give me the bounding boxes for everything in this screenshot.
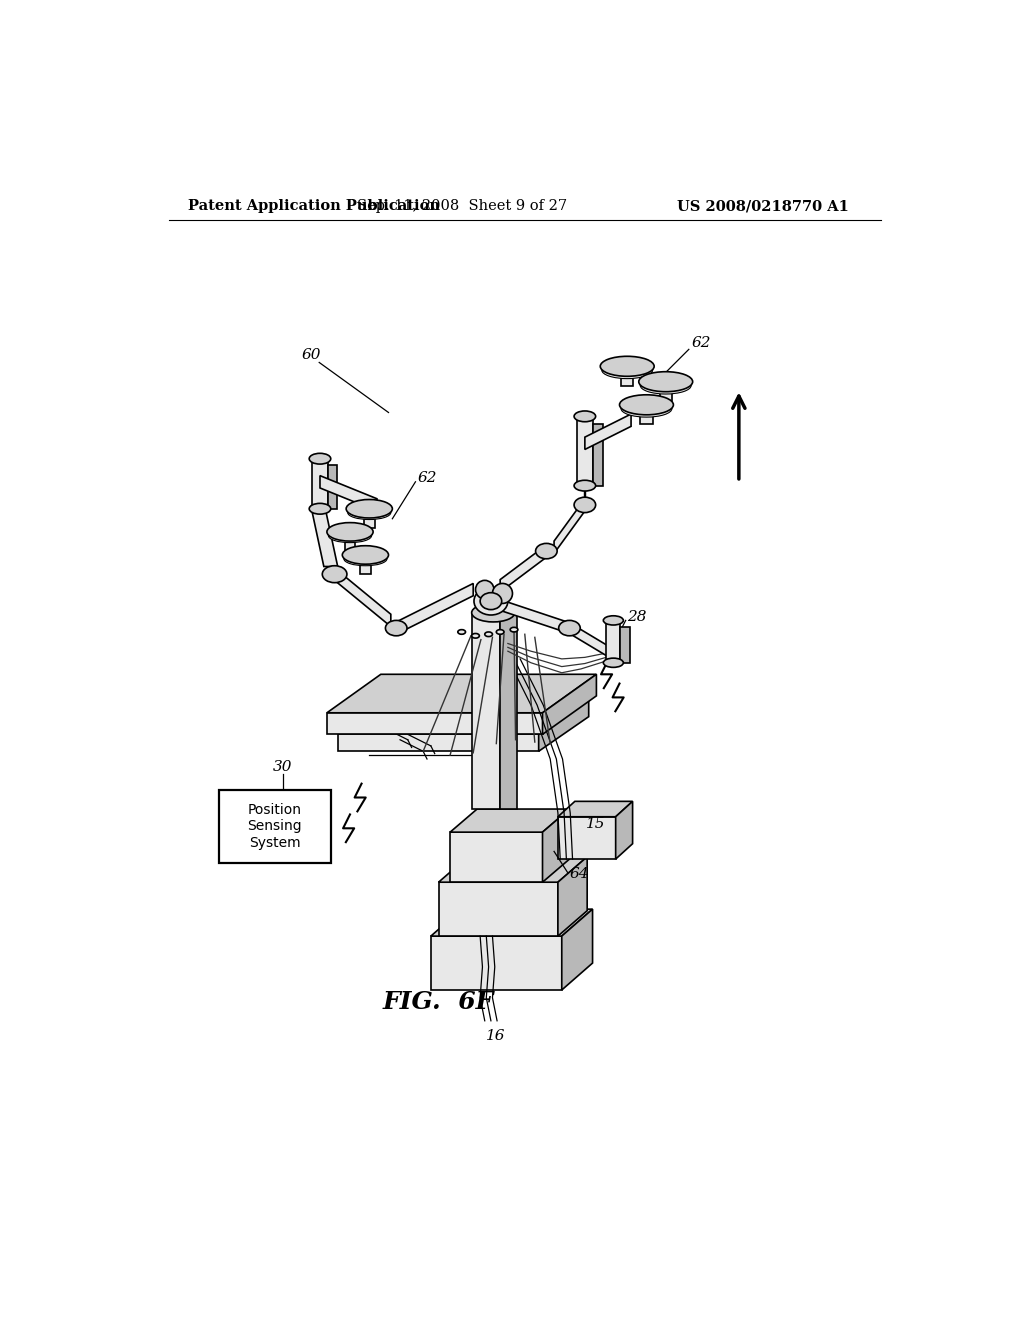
Polygon shape [396, 583, 473, 635]
Bar [312, 459, 328, 508]
Bar [621, 627, 630, 663]
Text: 60: 60 [302, 347, 322, 362]
Text: FIG.  6F: FIG. 6F [383, 990, 495, 1014]
Ellipse shape [484, 632, 493, 636]
Text: 28: 28 [628, 610, 647, 623]
Polygon shape [621, 367, 634, 385]
Polygon shape [558, 817, 615, 859]
Ellipse shape [475, 581, 494, 599]
Ellipse shape [346, 499, 392, 517]
Polygon shape [562, 909, 593, 990]
Text: 15: 15 [587, 817, 606, 832]
Text: 16: 16 [485, 1030, 505, 1043]
Ellipse shape [639, 372, 692, 392]
Ellipse shape [309, 453, 331, 465]
Text: Position
Sensing
System: Position Sensing System [248, 803, 302, 850]
Bar [578, 416, 593, 486]
Polygon shape [585, 414, 631, 449]
Polygon shape [327, 713, 543, 734]
Ellipse shape [474, 587, 508, 615]
Polygon shape [500, 612, 517, 809]
Polygon shape [345, 532, 355, 552]
Polygon shape [659, 381, 672, 401]
Ellipse shape [559, 620, 581, 636]
Ellipse shape [385, 620, 407, 636]
Ellipse shape [640, 378, 691, 395]
Ellipse shape [493, 583, 512, 603]
Polygon shape [360, 554, 371, 574]
Polygon shape [640, 405, 652, 424]
Polygon shape [364, 508, 375, 528]
Polygon shape [438, 857, 587, 882]
Polygon shape [335, 568, 391, 627]
Polygon shape [500, 545, 547, 591]
Ellipse shape [327, 523, 373, 541]
Ellipse shape [458, 630, 466, 635]
Ellipse shape [344, 552, 387, 566]
Polygon shape [500, 599, 569, 634]
Polygon shape [438, 882, 558, 936]
Polygon shape [339, 700, 589, 734]
Ellipse shape [510, 627, 518, 632]
Polygon shape [431, 909, 593, 936]
Ellipse shape [348, 506, 391, 520]
Ellipse shape [620, 395, 674, 414]
Polygon shape [539, 700, 589, 751]
Ellipse shape [309, 503, 331, 513]
Ellipse shape [472, 603, 515, 622]
Ellipse shape [600, 356, 654, 376]
Polygon shape [543, 675, 596, 734]
Polygon shape [339, 734, 539, 751]
Bar [593, 424, 603, 486]
Bar [219, 789, 331, 863]
Polygon shape [543, 809, 569, 882]
Text: US 2008/0218770 A1: US 2008/0218770 A1 [677, 199, 849, 213]
Polygon shape [558, 857, 587, 936]
Text: 64: 64 [569, 867, 589, 882]
Bar [328, 465, 337, 508]
Ellipse shape [603, 659, 624, 668]
Text: 62: 62 [691, 337, 711, 350]
Ellipse shape [329, 529, 372, 543]
Ellipse shape [574, 411, 596, 422]
Polygon shape [558, 801, 633, 817]
Text: 30: 30 [273, 760, 293, 774]
Ellipse shape [536, 544, 557, 558]
Polygon shape [554, 499, 585, 553]
Ellipse shape [621, 400, 672, 417]
Ellipse shape [472, 634, 479, 638]
Polygon shape [569, 623, 608, 656]
Ellipse shape [342, 545, 388, 564]
Polygon shape [327, 675, 596, 713]
Ellipse shape [497, 630, 504, 635]
Ellipse shape [323, 566, 347, 582]
Bar [606, 620, 621, 663]
Polygon shape [319, 475, 377, 511]
Polygon shape [312, 512, 338, 566]
Polygon shape [451, 809, 569, 832]
Polygon shape [472, 612, 500, 809]
Ellipse shape [574, 498, 596, 512]
Ellipse shape [603, 615, 624, 626]
Text: Patent Application Publication: Patent Application Publication [188, 199, 440, 213]
Polygon shape [615, 801, 633, 859]
Text: Sep. 11, 2008  Sheet 9 of 27: Sep. 11, 2008 Sheet 9 of 27 [356, 199, 566, 213]
Polygon shape [431, 936, 562, 990]
Ellipse shape [602, 362, 652, 379]
Polygon shape [451, 832, 543, 882]
Text: 62: 62 [418, 471, 437, 484]
Ellipse shape [574, 480, 596, 491]
Ellipse shape [480, 593, 502, 610]
